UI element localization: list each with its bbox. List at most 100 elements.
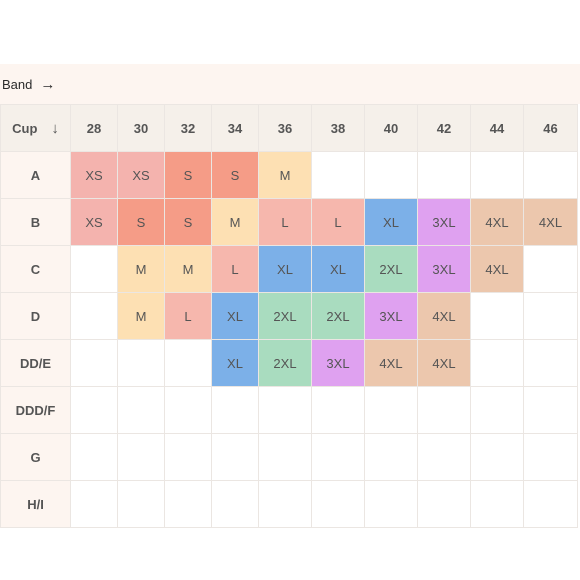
size-cell: 2XL bbox=[258, 339, 312, 387]
empty-cell bbox=[311, 386, 365, 434]
size-cell: M bbox=[258, 151, 312, 199]
arrow-down-icon: ↓ bbox=[51, 119, 59, 137]
size-cell: M bbox=[211, 198, 259, 246]
empty-cell bbox=[211, 480, 259, 528]
size-cell: M bbox=[117, 292, 165, 340]
empty-cell bbox=[417, 433, 471, 481]
empty-cell bbox=[164, 433, 212, 481]
band-header-32: 32 bbox=[164, 104, 212, 152]
arrow-right-icon: → bbox=[40, 75, 56, 93]
size-cell: M bbox=[164, 245, 212, 293]
size-cell: L bbox=[311, 198, 365, 246]
empty-cell bbox=[470, 386, 524, 434]
size-cell: XL bbox=[364, 198, 418, 246]
size-cell: 4XL bbox=[470, 245, 524, 293]
band-header-42: 42 bbox=[417, 104, 471, 152]
empty-cell bbox=[417, 386, 471, 434]
empty-cell bbox=[311, 151, 365, 199]
size-cell: 2XL bbox=[364, 245, 418, 293]
size-cell: 3XL bbox=[417, 198, 471, 246]
empty-cell bbox=[70, 245, 118, 293]
size-cell: 4XL bbox=[523, 198, 578, 246]
table-row: B XS S S M L L XL 3XL 4XL 4XL bbox=[0, 198, 578, 246]
size-cell: 4XL bbox=[470, 198, 524, 246]
size-cell: XS bbox=[70, 198, 118, 246]
empty-cell bbox=[523, 292, 578, 340]
cup-row-header: B bbox=[0, 198, 71, 246]
empty-cell bbox=[117, 480, 165, 528]
size-cell: S bbox=[164, 151, 212, 199]
size-cell: 4XL bbox=[364, 339, 418, 387]
empty-cell bbox=[364, 386, 418, 434]
size-cell: 4XL bbox=[417, 292, 471, 340]
size-cell: XL bbox=[258, 245, 312, 293]
table-row: D M L XL 2XL 2XL 3XL 4XL bbox=[0, 292, 578, 340]
table-row: DD/E XL 2XL 3XL 4XL 4XL bbox=[0, 339, 578, 387]
size-cell: 2XL bbox=[258, 292, 312, 340]
empty-cell bbox=[470, 433, 524, 481]
cup-header-cell: Cup ↓ bbox=[0, 104, 71, 152]
size-cell: XL bbox=[211, 292, 259, 340]
table-row: H/I bbox=[0, 480, 578, 528]
empty-cell bbox=[523, 151, 578, 199]
cup-row-header: DD/E bbox=[0, 339, 71, 387]
size-cell: 2XL bbox=[311, 292, 365, 340]
band-header-bar: Band → bbox=[0, 64, 580, 104]
cup-row-header: D bbox=[0, 292, 71, 340]
cup-row-header: G bbox=[0, 433, 71, 481]
band-label: Band bbox=[2, 76, 33, 92]
empty-cell bbox=[70, 386, 118, 434]
band-header-30: 30 bbox=[117, 104, 165, 152]
cup-label: Cup bbox=[12, 120, 38, 136]
empty-cell bbox=[470, 292, 524, 340]
band-header-38: 38 bbox=[311, 104, 365, 152]
size-cell: L bbox=[164, 292, 212, 340]
empty-cell bbox=[211, 433, 259, 481]
empty-cell bbox=[364, 480, 418, 528]
size-cell: 3XL bbox=[417, 245, 471, 293]
empty-cell bbox=[523, 480, 578, 528]
band-header-40: 40 bbox=[364, 104, 418, 152]
empty-cell bbox=[311, 433, 365, 481]
size-cell: 3XL bbox=[364, 292, 418, 340]
empty-cell bbox=[417, 151, 471, 199]
band-header-44: 44 bbox=[470, 104, 524, 152]
empty-cell bbox=[523, 245, 578, 293]
cup-row-header: H/I bbox=[0, 480, 71, 528]
empty-cell bbox=[523, 339, 578, 387]
size-cell: 3XL bbox=[311, 339, 365, 387]
empty-cell bbox=[523, 386, 578, 434]
size-cell: XL bbox=[311, 245, 365, 293]
empty-cell bbox=[70, 433, 118, 481]
table-row: G bbox=[0, 433, 578, 481]
empty-cell bbox=[117, 433, 165, 481]
band-header-34: 34 bbox=[211, 104, 259, 152]
empty-cell bbox=[470, 339, 524, 387]
empty-cell bbox=[523, 433, 578, 481]
empty-cell bbox=[117, 386, 165, 434]
empty-cell bbox=[70, 480, 118, 528]
size-cell: L bbox=[211, 245, 259, 293]
empty-cell bbox=[70, 292, 118, 340]
empty-cell bbox=[211, 386, 259, 434]
empty-cell bbox=[417, 480, 471, 528]
band-header-row: Cup ↓ 28 30 32 34 36 38 40 42 44 46 bbox=[0, 104, 578, 152]
size-cell: XL bbox=[211, 339, 259, 387]
empty-cell bbox=[364, 151, 418, 199]
empty-cell bbox=[164, 386, 212, 434]
empty-cell bbox=[164, 480, 212, 528]
band-header-36: 36 bbox=[258, 104, 312, 152]
empty-cell bbox=[470, 151, 524, 199]
empty-cell bbox=[258, 480, 312, 528]
empty-cell bbox=[364, 433, 418, 481]
size-cell: XS bbox=[70, 151, 118, 199]
size-cell: M bbox=[117, 245, 165, 293]
cup-row-header: A bbox=[0, 151, 71, 199]
size-cell: 4XL bbox=[417, 339, 471, 387]
size-cell: S bbox=[117, 198, 165, 246]
cup-row-header: DDD/F bbox=[0, 386, 71, 434]
empty-cell bbox=[470, 480, 524, 528]
band-header-28: 28 bbox=[70, 104, 118, 152]
size-cell: L bbox=[258, 198, 312, 246]
empty-cell bbox=[70, 339, 118, 387]
